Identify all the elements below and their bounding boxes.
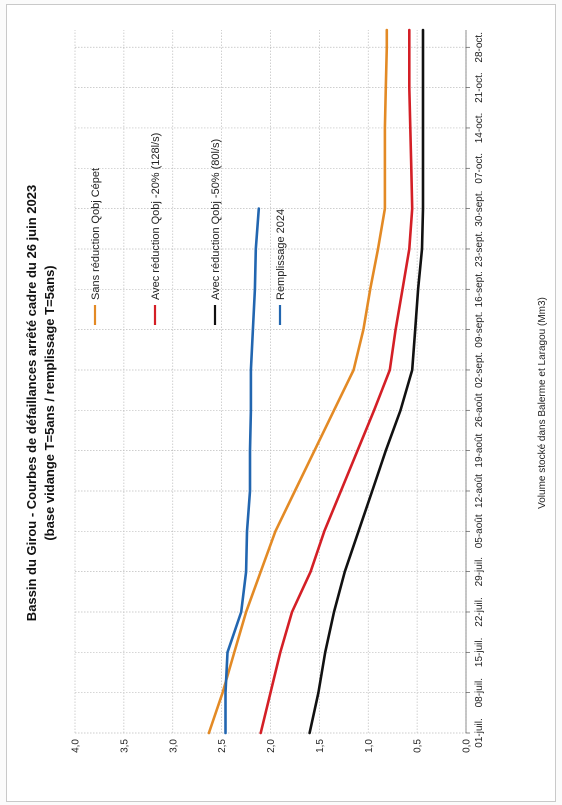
y-tick-label: 2,0	[266, 739, 277, 753]
legend-label-1: Sans réduction Qobj Cépet	[90, 168, 102, 300]
x-tick-label: 28-oct.	[474, 32, 485, 63]
x-tick-label: 30-sept.	[474, 191, 485, 227]
x-tick-label: 22-juil.	[474, 597, 485, 626]
y-tick-label: 1,0	[364, 739, 375, 753]
legend-label-4: Remplissage 2024	[275, 209, 287, 300]
chart-title: Bassin du Girou - Courbes de défaillance…	[24, 185, 39, 621]
y-tick-label: 3,5	[119, 739, 130, 753]
series-lines	[207, 28, 425, 735]
legend: Sans réduction Qobj Cépet Avec réduction …	[90, 133, 287, 325]
y-tick-label: 0,5	[413, 739, 424, 753]
grid-lines	[74, 30, 467, 734]
page-frame	[6, 4, 556, 802]
x-tick-label: 15-juil.	[474, 638, 485, 667]
legend-label-3: Avec réduction Qobj -50% (80l/s)	[210, 139, 222, 300]
x-tick-label: 07-oct.	[474, 153, 485, 184]
legend-label-2: Avec réduction Qobj -20% (128l/s)	[150, 133, 162, 300]
x-tick-label: 29-juil.	[474, 557, 485, 586]
x-tick-label: 21-oct.	[474, 72, 485, 103]
y-tick-label: 1,5	[315, 739, 326, 753]
x-tick-label: 09-sept.	[474, 312, 485, 348]
chart-subtitle: (base vidange T=5ans / remplissage T=5an…	[42, 265, 57, 540]
y-axis-ticks: 0,0 0,5 1,0 1,5 2,0 2,5 3,0 3,5 4,0	[71, 739, 473, 753]
x-tick-label: 14-oct.	[474, 113, 485, 144]
x-tick-label: 16-sept.	[474, 271, 485, 307]
y-tick-label: 3,0	[168, 739, 179, 753]
series-line-4	[224, 207, 261, 735]
x-axis-ticks: 01-juil. 08-juil. 15-juil. 22-juil. 29-juil.…	[466, 32, 485, 748]
y-axis-label: Volume stocké dans Balerme et Laragou (M…	[537, 297, 548, 509]
x-tick-label: 19-août	[474, 433, 485, 467]
x-tick-label: 26-août	[474, 393, 485, 427]
y-tick-label: 2,5	[217, 739, 228, 753]
series-line-3	[308, 28, 425, 735]
y-tick-label: 0,0	[462, 739, 473, 753]
x-tick-label: 01-juil.	[474, 718, 485, 747]
series-line-1	[207, 28, 389, 735]
x-tick-label: 12-août	[474, 474, 485, 508]
series-line-2	[259, 28, 414, 735]
x-tick-label: 08-juil.	[474, 678, 485, 707]
x-tick-label: 23-sept.	[474, 231, 485, 267]
y-tick-label: 4,0	[71, 739, 82, 753]
x-tick-label: 02-sept.	[474, 352, 485, 388]
x-tick-label: 05-août	[474, 514, 485, 548]
